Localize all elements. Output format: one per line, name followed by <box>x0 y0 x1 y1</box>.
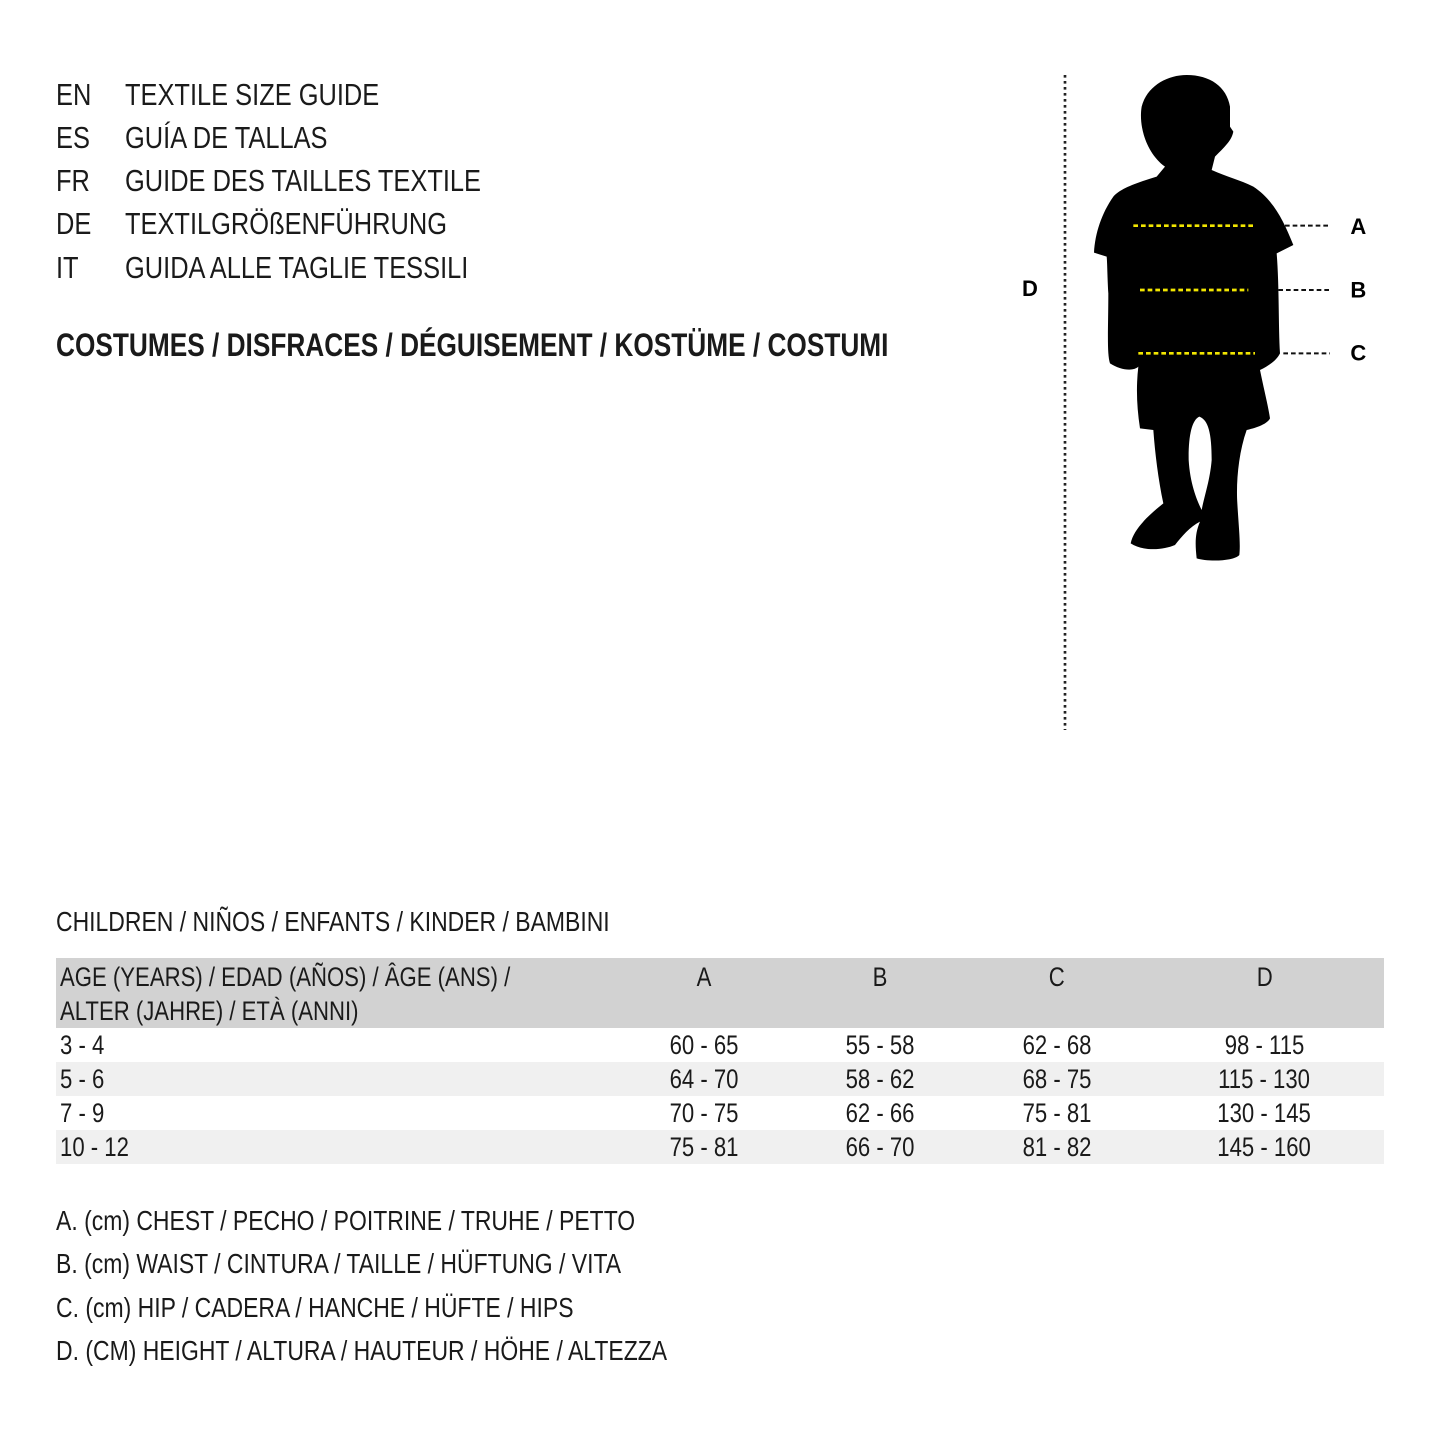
cell-b: 58 - 62 <box>792 1062 969 1096</box>
cell-b: 55 - 58 <box>792 1028 968 1062</box>
table-header: AGE (YEARS) / EDAD (AÑOS) / ÂGE (ANS) / A… <box>56 958 1384 1028</box>
legend-text: A. (cm) CHEST / PECHO / POITRINE / TRUHE… <box>56 1205 636 1236</box>
lang-code: FR <box>56 163 90 198</box>
header-text: C <box>1048 962 1065 992</box>
child-silhouette <box>1094 75 1294 561</box>
body-measurement-figure: A B C D <box>1022 75 1366 730</box>
label-c: C <box>1350 341 1366 366</box>
label-d: D <box>1022 276 1038 301</box>
cell-text: 81 - 82 <box>1022 1132 1092 1162</box>
cell-d: 115 - 130 <box>1144 1062 1384 1096</box>
cell-a: 70 - 75 <box>616 1096 792 1130</box>
cell-text: 66 - 70 <box>845 1132 915 1162</box>
cell-text: 60 - 65 <box>669 1030 739 1060</box>
label-a: A <box>1350 214 1366 239</box>
cell-text: 5 - 6 <box>60 1064 105 1094</box>
legend-text: C. (cm) HIP / CADERA / HANCHE / HÜFTE / … <box>56 1292 574 1323</box>
cell-text: 145 - 160 <box>1217 1132 1312 1162</box>
legend-d: D. (CM) HEIGHT / ALTURA / HAUTEUR / HÖHE… <box>56 1333 801 1369</box>
cell-text: 58 - 62 <box>845 1064 915 1094</box>
header-age-line2: ALTER (JAHRE) / ETÀ (ANNI) <box>60 996 359 1026</box>
legend-text: D. (CM) HEIGHT / ALTURA / HAUTEUR / HÖHE… <box>56 1335 668 1366</box>
cell-d: 98 - 115 <box>1145 1028 1384 1062</box>
cell-text: 55 - 58 <box>845 1030 915 1060</box>
legend-a: A. (cm) CHEST / PECHO / POITRINE / TRUHE… <box>56 1203 762 1239</box>
cell-a: 60 - 65 <box>616 1028 792 1062</box>
header-text: D <box>1256 962 1273 992</box>
lang-code: ES <box>56 120 90 155</box>
legend-c: C. (cm) HIP / CADERA / HANCHE / HÜFTE / … <box>56 1290 687 1326</box>
cell-text: 70 - 75 <box>669 1098 739 1128</box>
lang-code: EN <box>56 77 92 112</box>
table-row: 5 - 6 64 - 70 58 - 62 68 - 75 115 - 130 <box>56 1062 1384 1096</box>
cell-text: 98 - 115 <box>1224 1030 1305 1060</box>
lang-code: DE <box>56 206 92 241</box>
title-text: TEXTILE SIZE GUIDE <box>125 77 380 112</box>
category-text: COSTUMES / DISFRACES / DÉGUISEMENT / KOS… <box>56 327 889 363</box>
group-text: CHILDREN / NIÑOS / ENFANTS / KINDER / BA… <box>56 906 610 937</box>
cell-a: 64 - 70 <box>616 1062 793 1096</box>
cell-c: 62 - 68 <box>969 1028 1145 1062</box>
cell-b: 66 - 70 <box>792 1130 969 1164</box>
cell-age: 3 - 4 <box>56 1028 616 1062</box>
legend-text: B. (cm) WAIST / CINTURA / TAILLE / HÜFTU… <box>56 1248 622 1279</box>
header-age: AGE (YEARS) / EDAD (AÑOS) / ÂGE (ANS) / A… <box>56 958 616 1028</box>
cell-text: 10 - 12 <box>60 1132 129 1162</box>
cell-c: 81 - 82 <box>968 1130 1145 1164</box>
header-a: A <box>616 958 793 1028</box>
cell-d: 145 - 160 <box>1144 1130 1384 1164</box>
group-heading: CHILDREN / NIÑOS / ENFANTS / KINDER / BA… <box>56 904 731 940</box>
cell-text: 3 - 4 <box>60 1030 105 1060</box>
cell-text: 64 - 70 <box>669 1064 739 1094</box>
leg-gap <box>1188 416 1212 510</box>
title-text: GUIDE DES TAILLES TEXTILE <box>125 163 482 198</box>
cell-age: 5 - 6 <box>56 1062 616 1096</box>
cell-text: 62 - 66 <box>845 1098 915 1128</box>
table-row: 10 - 12 75 - 81 66 - 70 81 - 82 145 - 160 <box>56 1130 1384 1164</box>
size-table: AGE (YEARS) / EDAD (AÑOS) / ÂGE (ANS) / A… <box>56 958 1384 1164</box>
title-text: GUIDA ALLE TAGLIE TESSILI <box>125 250 469 285</box>
cell-text: 115 - 130 <box>1218 1064 1311 1094</box>
title-text: GUÍA DE TALLAS <box>125 120 328 155</box>
cell-age: 7 - 9 <box>56 1096 616 1130</box>
header-age-line1: AGE (YEARS) / EDAD (AÑOS) / ÂGE (ANS) / <box>60 962 511 992</box>
legend-b: B. (cm) WAIST / CINTURA / TAILLE / HÜFTU… <box>56 1246 745 1282</box>
cell-age: 10 - 12 <box>56 1130 616 1164</box>
cell-c: 75 - 81 <box>969 1096 1145 1130</box>
table-row: 3 - 4 60 - 65 55 - 58 62 - 68 98 - 115 <box>56 1028 1384 1062</box>
cell-b: 62 - 66 <box>792 1096 968 1130</box>
cell-text: 7 - 9 <box>60 1098 105 1128</box>
cell-text: 68 - 75 <box>1022 1064 1092 1094</box>
title-text: TEXTILGRÖßENFÜHRUNG <box>125 206 448 241</box>
cell-text: 75 - 81 <box>669 1132 739 1162</box>
cell-text: 62 - 68 <box>1022 1030 1092 1060</box>
label-b: B <box>1350 277 1366 302</box>
lang-code: IT <box>56 250 79 285</box>
category-heading: COSTUMES / DISFRACES / DÉGUISEMENT / KOS… <box>56 325 1071 365</box>
cell-d: 130 - 145 <box>1145 1096 1384 1130</box>
header-d: D <box>1144 958 1384 1028</box>
table-row: 7 - 9 70 - 75 62 - 66 75 - 81 130 - 145 <box>56 1096 1384 1130</box>
cell-text: 75 - 81 <box>1022 1098 1092 1128</box>
cell-a: 75 - 81 <box>616 1130 793 1164</box>
header-b: B <box>792 958 969 1028</box>
header-c: C <box>968 958 1145 1028</box>
header-text: B <box>872 962 888 992</box>
cell-text: 130 - 145 <box>1217 1098 1312 1128</box>
cell-c: 68 - 75 <box>968 1062 1145 1096</box>
header-text: A <box>696 962 712 992</box>
